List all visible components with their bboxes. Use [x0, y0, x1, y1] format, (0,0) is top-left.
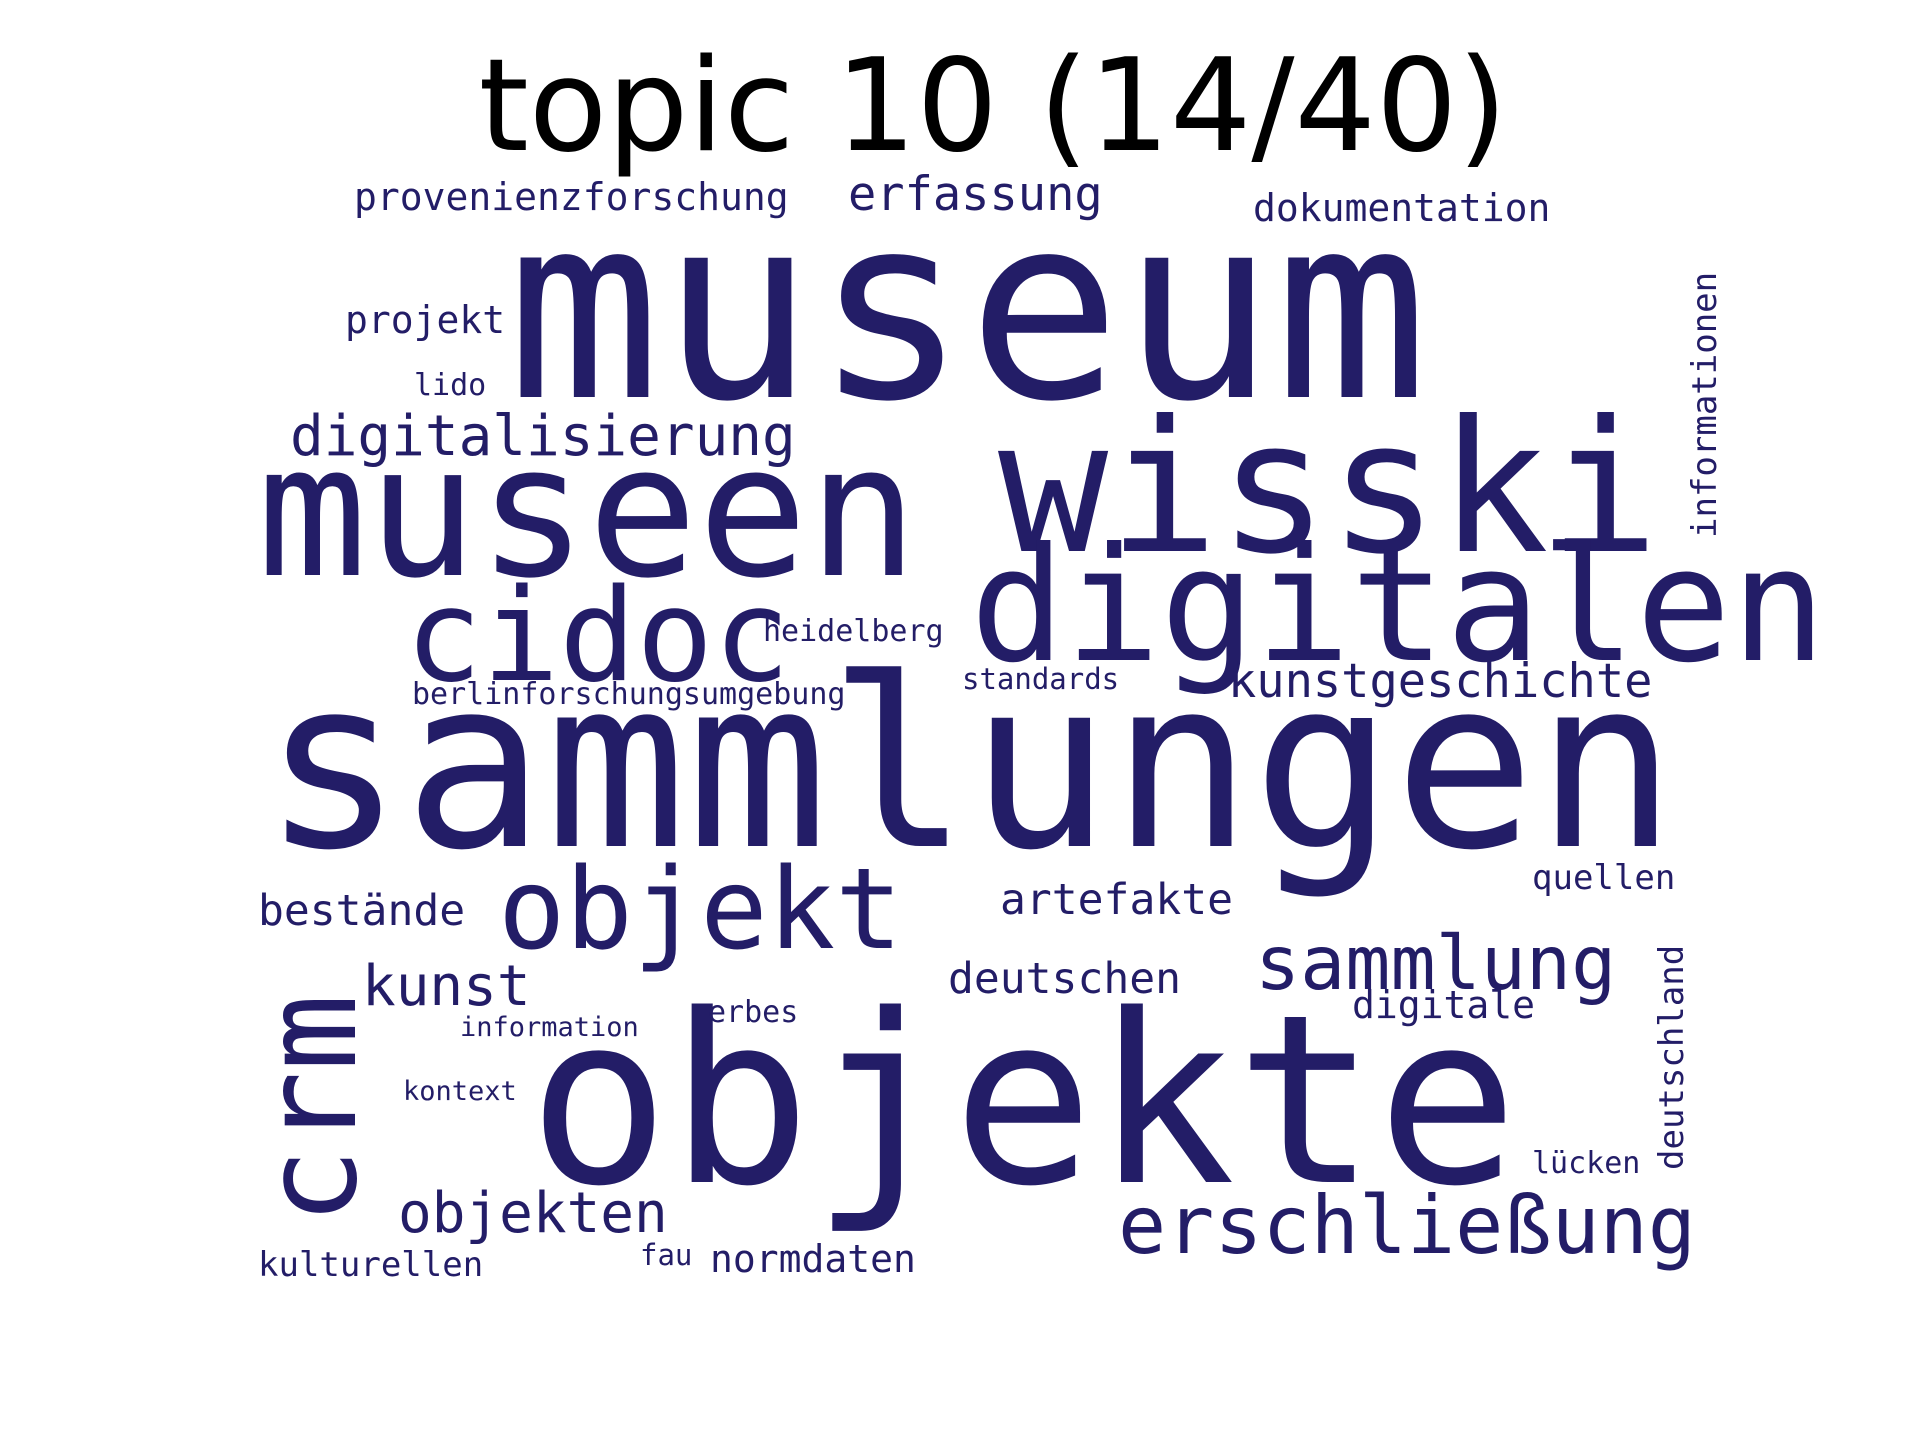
word: artefakte — [1000, 875, 1233, 925]
word: sammlung — [1255, 919, 1616, 1007]
word: bestände — [258, 886, 465, 936]
word: erschließung — [1118, 1179, 1696, 1272]
word: berlinforschungsumgebung — [412, 677, 845, 712]
word: museen — [257, 406, 918, 619]
word: provenienzforschung — [354, 175, 789, 219]
title: topic 10 (14/40) — [479, 32, 1508, 181]
word: normdaten — [710, 1237, 916, 1281]
word: kontext — [403, 1076, 517, 1107]
word: objekt — [498, 845, 903, 975]
word: fau — [640, 1238, 692, 1272]
word: lido — [414, 368, 486, 403]
word: sammlungen — [262, 629, 1677, 902]
word: dokumentation — [1253, 186, 1550, 230]
word: kulturellen — [258, 1245, 483, 1285]
word: cidoc — [405, 562, 790, 711]
word: information — [460, 1012, 639, 1043]
word: projekt — [345, 298, 505, 342]
word: kunst — [362, 954, 531, 1019]
words-group: museum sammlungen objekte museen wisski … — [237, 161, 1826, 1285]
word: standards — [962, 662, 1119, 696]
word: lücken — [1532, 1146, 1640, 1181]
word: digitale — [1352, 983, 1535, 1027]
word: informationen — [1685, 272, 1725, 538]
word: deutschland — [1652, 945, 1692, 1170]
word: deutschen — [948, 954, 1181, 1004]
word: crm — [237, 994, 386, 1225]
word: kunstgeschichte — [1228, 654, 1652, 709]
word: digitalisierung — [290, 404, 796, 469]
word: digitalen — [970, 514, 1826, 698]
word: quellen — [1532, 858, 1675, 898]
word: erbes — [708, 995, 798, 1030]
word: museum — [507, 161, 1428, 458]
word: heidelberg — [763, 614, 944, 649]
word: erfassung — [848, 167, 1103, 222]
word: objekte — [528, 965, 1518, 1238]
word: objekten — [398, 1181, 668, 1246]
word: wisski — [998, 382, 1659, 595]
